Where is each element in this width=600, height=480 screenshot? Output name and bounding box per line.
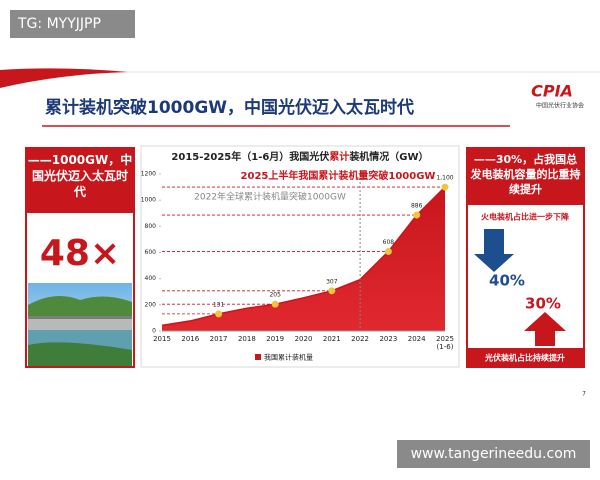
y-tick-label: 1000 bbox=[141, 197, 156, 204]
point bbox=[441, 183, 449, 191]
thermal-share: 40% bbox=[489, 272, 525, 290]
data-label: 131 bbox=[213, 301, 225, 308]
down-arrow bbox=[474, 229, 514, 272]
x-tick-label: 2022 bbox=[351, 335, 369, 343]
legend-swatch bbox=[255, 354, 261, 360]
left-heading: ——1000GW，中国光伏迈入太瓦时代 bbox=[27, 153, 133, 199]
x-tick-label: 2020 bbox=[294, 335, 313, 343]
right-heading: ——30%，占我国总发电装机容量的比重持续提升 bbox=[470, 153, 581, 196]
chart: 2015-2025年（1-6月）我国光伏累计装机情况（GW） 0 200 400 600… bbox=[141, 150, 454, 362]
x-tick-label: 2017 bbox=[209, 335, 228, 343]
data-label: 205 bbox=[269, 292, 281, 299]
pv-label: 光伏装机占比持续提升 bbox=[484, 353, 565, 363]
point bbox=[413, 211, 421, 219]
y-tick-label: 0 bbox=[152, 328, 156, 335]
point bbox=[271, 300, 279, 308]
data-label: 608 bbox=[383, 239, 395, 246]
legend-label: 我国累计装机量 bbox=[264, 353, 313, 362]
annotation: 2022年全球累计装机量突破1000GW bbox=[194, 191, 346, 203]
right-panel-footer bbox=[467, 348, 584, 367]
dam-photo bbox=[28, 283, 132, 366]
x-tick-label: 2023 bbox=[379, 335, 398, 343]
page-number: 7 bbox=[582, 391, 586, 398]
point bbox=[215, 310, 223, 318]
x-tick-label: 2019 bbox=[266, 335, 285, 343]
right-panel-header bbox=[467, 148, 584, 205]
y-tick-label: 200 bbox=[145, 301, 157, 308]
data-label: 307 bbox=[326, 278, 338, 285]
area bbox=[162, 187, 445, 331]
up-arrow bbox=[524, 312, 566, 346]
x-tick-label: 2021 bbox=[322, 335, 341, 343]
x-tick-label: 2018 bbox=[237, 335, 256, 343]
point bbox=[384, 247, 392, 255]
data-label: 1,100 bbox=[436, 175, 453, 182]
thermal-label: 火电装机占比进一步下降 bbox=[481, 212, 570, 222]
data-label: 886 bbox=[411, 203, 423, 210]
logo: CPIA bbox=[531, 82, 573, 101]
area-edge bbox=[161, 186, 446, 327]
y-tick-label: 800 bbox=[145, 223, 157, 230]
left-panel-header bbox=[26, 148, 134, 213]
left-figure: 48× bbox=[40, 233, 120, 274]
x-tick-label: 2015 bbox=[153, 335, 171, 343]
chart-title-part: 2015-2025年（1-6月）我国光伏 bbox=[171, 150, 329, 163]
annotation: 2025上半年我国累计装机量突破1000GW bbox=[241, 169, 436, 182]
y-tick-label: 400 bbox=[145, 275, 157, 282]
chart-title-part: 装机情况（GW） bbox=[348, 150, 428, 163]
watermark: www.tangerineedu.com bbox=[397, 440, 590, 468]
y-tick-label: 1200 bbox=[141, 171, 156, 178]
x-tick-label: 2025 (1-6) bbox=[436, 335, 454, 351]
logo-subtitle: 中国光伏行业协会 bbox=[536, 102, 584, 110]
y-tick-label: 600 bbox=[145, 249, 157, 256]
header-swoosh bbox=[0, 68, 128, 88]
slide-title: 累计装机突破1000GW，中国光伏迈入太瓦时代 bbox=[45, 97, 414, 118]
watermark: TG: MYYJJPP bbox=[10, 10, 135, 38]
point bbox=[328, 287, 336, 295]
x-tick-label: 2016 bbox=[181, 335, 200, 343]
pv-share: 30% bbox=[525, 295, 561, 313]
chart-title: 2015-2025年（1-6月）我国光伏累计装机情况（GW） bbox=[171, 150, 428, 163]
x-tick-label: 2024 bbox=[407, 335, 426, 343]
chart-title-part: 累计 bbox=[329, 150, 349, 163]
